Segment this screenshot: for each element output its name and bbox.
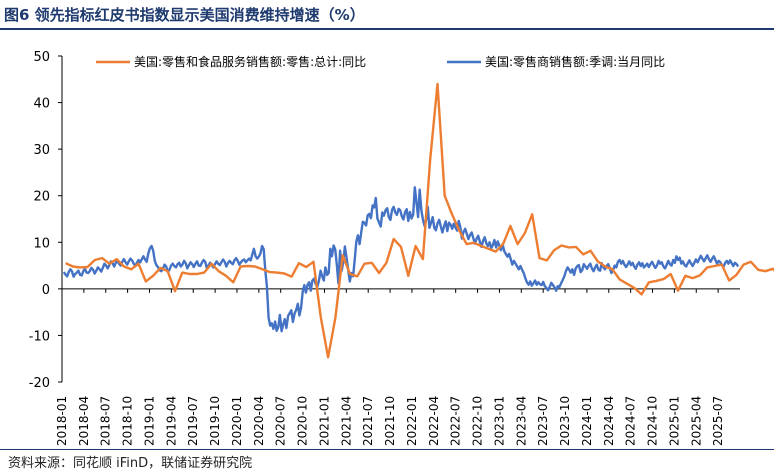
x-tick-label: 2018-04: [77, 396, 91, 446]
x-tick-label: 2025-01: [667, 396, 681, 446]
x-tick-label: 2020-01: [230, 396, 244, 446]
x-tick-label: 2020-10: [296, 396, 310, 446]
chart-legend: 美国:零售和食品服务销售额:零售:总计:同比 美国:零售商销售额:季调:当月同比: [96, 54, 665, 69]
x-tick-label: 2019-07: [186, 396, 200, 446]
figure-title: 图6 领先指标红皮书指数显示美国消费维持增速（%）: [4, 6, 365, 24]
source-rule: [0, 449, 774, 450]
x-tick-label: 2018-07: [99, 396, 113, 446]
chart-series: [62, 82, 774, 359]
x-tick-label: 2023-10: [558, 396, 572, 446]
x-tick-label: 2019-10: [208, 396, 222, 446]
chart-axes: -20 -10 0 10 20 30 40 50 2018-01 2018-04 2018-07 20…: [29, 50, 740, 446]
y-tick-label: 20: [33, 190, 50, 205]
y-tick-label: -20: [29, 376, 50, 391]
title-rule: [0, 28, 774, 30]
x-tick-label: 2022-07: [449, 396, 463, 446]
series-line-1: [65, 82, 774, 359]
y-tick-label: 10: [33, 236, 50, 251]
x-tick-label: 2024-07: [624, 396, 638, 446]
x-tick-label: 2019-01: [142, 396, 156, 446]
x-tick-label: 2021-01: [317, 396, 331, 446]
x-tick-label: 2025-04: [689, 396, 703, 446]
x-tick-label: 2025-07: [711, 396, 725, 446]
x-tick-label: 2024-10: [646, 396, 660, 446]
y-tick-label: 50: [33, 50, 50, 65]
line-chart: -20 -10 0 10 20 30 40 50 2018-01 2018-04 2018-07 20…: [29, 50, 774, 446]
x-tick-label: 2024-04: [602, 396, 616, 446]
y-tick-label: 30: [33, 143, 50, 158]
x-tick-label: 2023-07: [536, 396, 550, 446]
x-tick-label: 2021-10: [383, 396, 397, 446]
x-tick-label: 2023-01: [492, 396, 506, 446]
x-tick-label: 2024-01: [580, 396, 594, 446]
y-tick-label: 40: [33, 97, 50, 112]
x-tick-label: 2020-04: [252, 396, 266, 446]
source-note: 资料来源：同花顺 iFinD，联储证券研究院: [8, 456, 253, 471]
x-tick-label: 2018-10: [121, 396, 135, 446]
x-tick-label: 2022-01: [405, 396, 419, 446]
series-line-2: [62, 186, 740, 333]
x-tick-label: 2022-10: [471, 396, 485, 446]
x-tick-label: 2021-07: [361, 396, 375, 446]
x-tick-label: 2019-04: [164, 396, 178, 446]
x-tick-label: 2020-07: [274, 396, 288, 446]
y-tick-label: -10: [29, 329, 50, 344]
x-tick-label: 2021-04: [339, 396, 353, 446]
legend-label-1: 美国:零售和食品服务销售额:零售:总计:同比: [134, 54, 366, 69]
x-tick-label: 2018-01: [55, 396, 69, 446]
y-tick-label: 0: [42, 283, 50, 298]
x-tick-label: 2023-04: [514, 396, 528, 446]
legend-label-2: 美国:零售商销售额:季调:当月同比: [485, 54, 665, 69]
x-tick-label: 2022-04: [427, 396, 441, 446]
